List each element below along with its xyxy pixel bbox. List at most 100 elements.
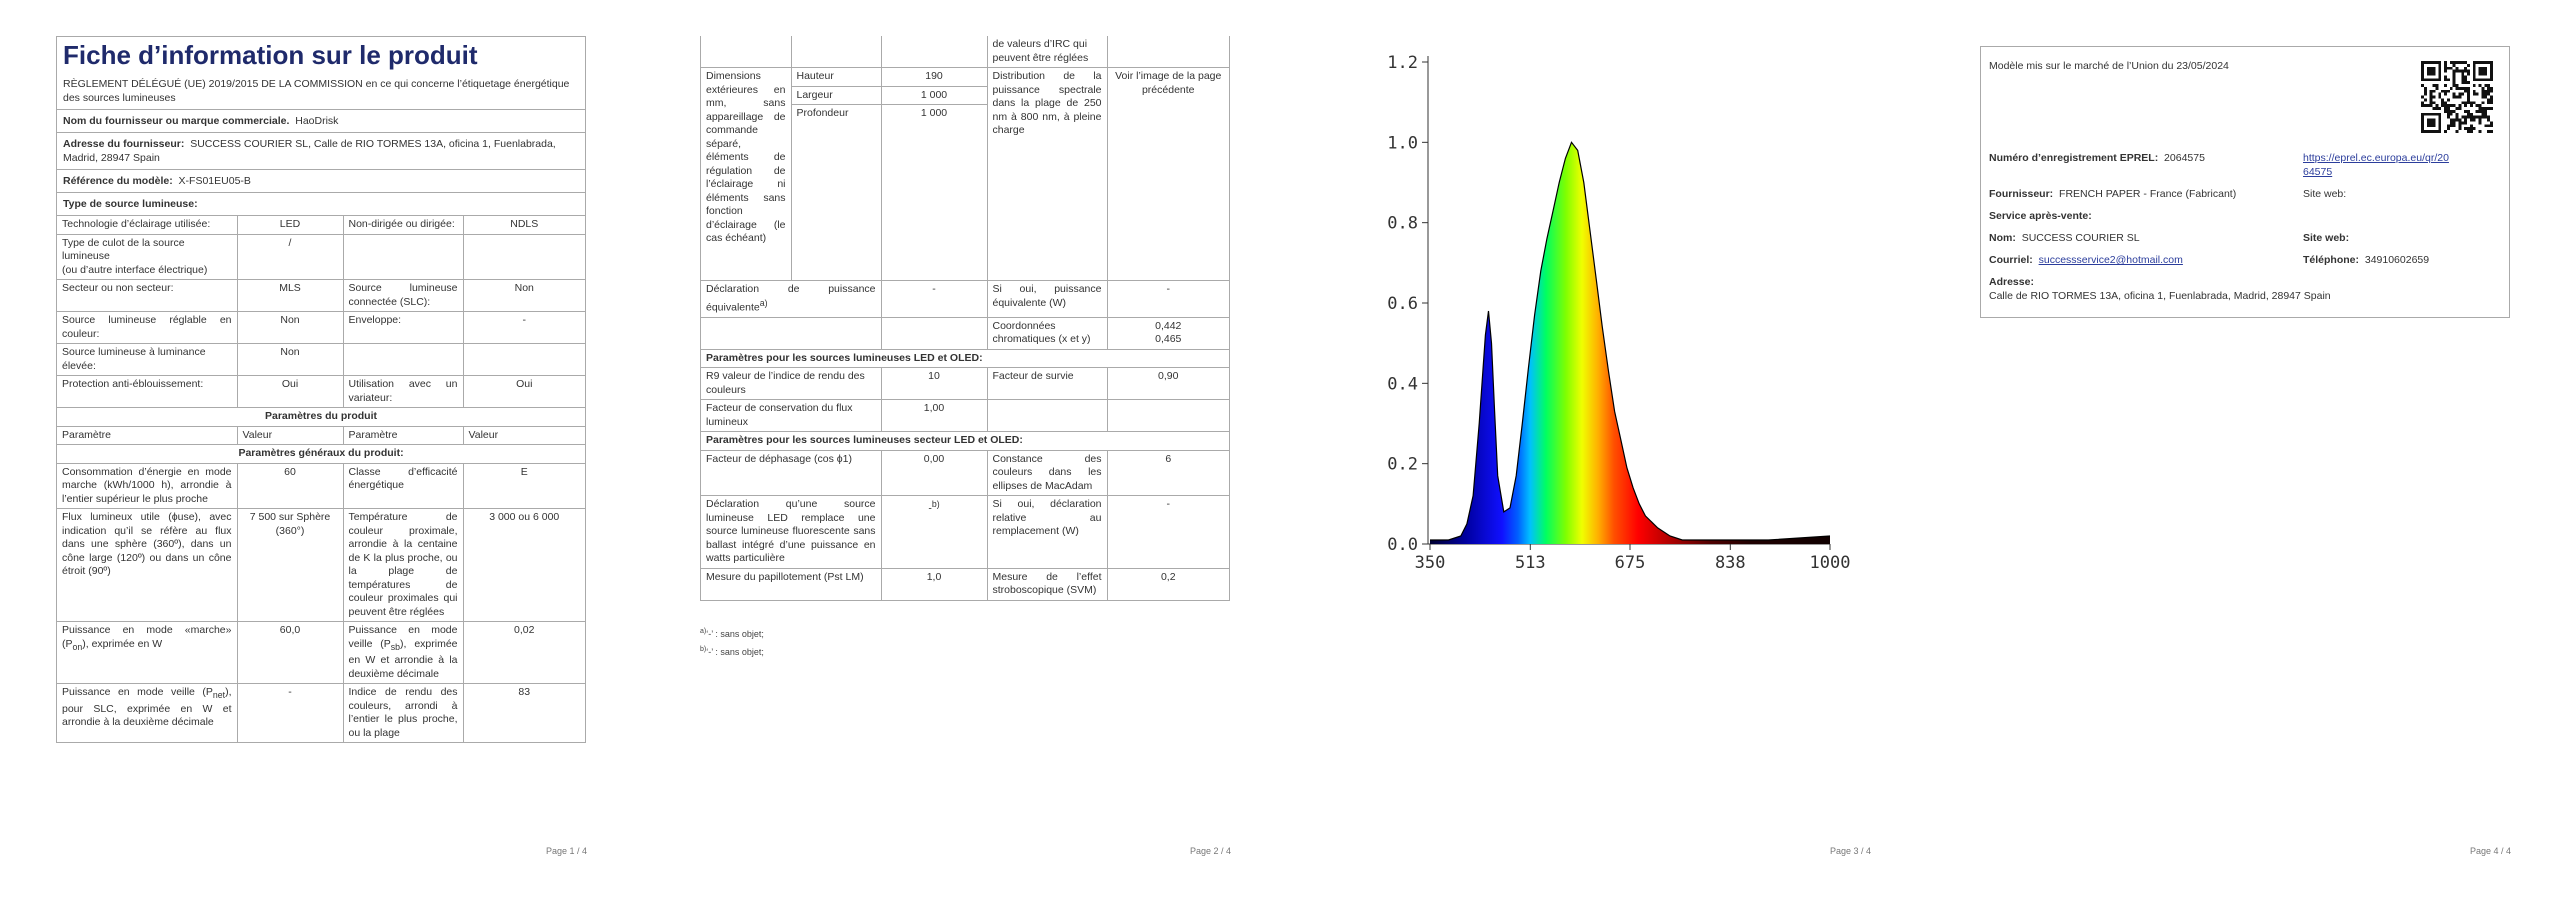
- qr-module: [2444, 69, 2447, 73]
- qr-module: [2464, 81, 2468, 85]
- spectrum-line: [1430, 141, 1831, 541]
- table-row: Puissance en mode «marche» (Pon), exprim…: [57, 620, 585, 685]
- width-value: 1 000: [880, 85, 987, 105]
- qr-module: [2475, 115, 2479, 119]
- cct-value: 3 000 ou 6 000: [462, 508, 585, 622]
- page-4: Modèle mis sur le marché de l’Union du 2…: [1980, 0, 2520, 905]
- sb-label: Puissance en mode veille (Psb), exprimée…: [342, 620, 464, 685]
- qr-module: [2464, 115, 2468, 119]
- qr-module: [2490, 107, 2493, 110]
- replace-value: -b): [880, 495, 988, 569]
- qr-module: [2432, 69, 2436, 73]
- qr-module: [2429, 118, 2433, 122]
- footnote-a-sup: a): [700, 628, 707, 635]
- qr-module: [2472, 115, 2476, 119]
- email-link[interactable]: successservice2@hotmail.com: [2038, 254, 2183, 266]
- x-tick-label: 675: [1615, 553, 1646, 573]
- eprel-link[interactable]: https://eprel.ec.europa.eu/qr/20 64575: [2303, 151, 2449, 179]
- y-tick-label: 1.2: [1387, 53, 1418, 73]
- x-tick-label: 350: [1415, 553, 1446, 573]
- qr-module: [2446, 107, 2450, 110]
- depth-label: Profondeur: [791, 104, 882, 281]
- qr-module: [2487, 98, 2491, 102]
- qr-module: [2444, 63, 2447, 67]
- parameters-table-cont: de valeurs d’IRC qui peuvent être réglée…: [700, 36, 1230, 601]
- qr-module: [2487, 92, 2491, 96]
- qr-module: [2455, 61, 2459, 64]
- table-row: Source lumineuse réglable en couleur: No…: [57, 311, 585, 344]
- qr-module: [2484, 66, 2488, 70]
- qr-module: [2472, 101, 2476, 105]
- qr-module: [2435, 84, 2439, 87]
- qr-module: [2423, 112, 2427, 116]
- address-value: Calle de RIO TORMES 13A, oficina 1, Fuen…: [1989, 290, 2331, 302]
- survival-label: Facteur de survie: [986, 367, 1108, 400]
- qr-module: [2426, 72, 2430, 76]
- qr-module: [2490, 61, 2493, 64]
- type-header-row: Type de source lumineuse:: [57, 193, 585, 215]
- qr-module: [2481, 95, 2485, 99]
- page-number: Page 1 / 4: [546, 846, 588, 856]
- qr-module: [2421, 124, 2424, 128]
- replace-w-label: Si oui, déclaration relative au remplace…: [986, 495, 1108, 569]
- qr-module: [2446, 109, 2450, 113]
- qr-module: [2455, 130, 2459, 133]
- eprel-link-2[interactable]: 64575: [2303, 166, 2333, 178]
- qr-module: [2478, 121, 2482, 125]
- qr-module: [2421, 115, 2424, 119]
- on-power-value: 60,0: [236, 620, 344, 685]
- qr-module: [2490, 72, 2493, 76]
- qr-module: [2432, 66, 2436, 70]
- qr-module: [2426, 104, 2430, 108]
- qr-module: [2475, 109, 2479, 113]
- eprel-link-1[interactable]: https://eprel.ec.europa.eu/qr/20: [2303, 152, 2449, 164]
- qr-module: [2438, 95, 2442, 99]
- qr-module: [2446, 112, 2450, 116]
- qr-module: [2438, 92, 2442, 96]
- qr-module: [2426, 121, 2430, 125]
- qr-module: [2490, 78, 2493, 82]
- qr-module: [2423, 130, 2427, 133]
- qr-module: [2444, 104, 2447, 108]
- qr-module: [2426, 124, 2430, 128]
- qr-module: [2455, 66, 2459, 70]
- page-number: Page 3 / 4: [1830, 846, 1872, 856]
- qr-module: [2478, 107, 2482, 110]
- eprel-row: Numéro d’enregistrement EPREL: 2064575: [1989, 151, 2205, 165]
- page-number: Page 2 / 4: [1190, 846, 1232, 856]
- qr-module: [2438, 72, 2442, 76]
- table-row: Source lumineuse à luminance élevée: Non: [57, 343, 585, 376]
- qr-module: [2444, 130, 2447, 133]
- on-power-sub: on: [72, 641, 83, 652]
- qr-module: [2438, 115, 2442, 119]
- qr-module: [2467, 81, 2470, 85]
- qr-module: [2444, 66, 2447, 70]
- qr-module: [2455, 107, 2459, 110]
- col-value-2: Valeur: [462, 425, 585, 445]
- qr-module: [2484, 84, 2488, 87]
- qr-module: [2444, 75, 2447, 79]
- qr-module: [2467, 92, 2470, 96]
- qr-module: [2458, 95, 2462, 99]
- footnote-a: a)‘-’ : sans objet;: [700, 628, 764, 639]
- qr-module: [2449, 104, 2453, 108]
- qr-module: [2446, 66, 2450, 70]
- qr-module: [2484, 92, 2488, 96]
- cct-label: Température de couleur proximale, arrond…: [342, 508, 464, 622]
- qr-module: [2429, 98, 2433, 102]
- qr-module: [2435, 86, 2439, 90]
- qr-module: [2469, 127, 2473, 131]
- general-header: Paramètres généraux du produit:: [57, 444, 585, 464]
- qr-module: [2481, 86, 2485, 90]
- empty-cell: [342, 343, 464, 376]
- y-tick-label: 1.0: [1387, 133, 1418, 153]
- qr-module: [2455, 86, 2459, 90]
- qr-module: [2438, 112, 2442, 116]
- qr-module: [2484, 89, 2488, 93]
- table-row: Mesure du papillotement (Pst LM) 1,0 Mes…: [701, 567, 1229, 601]
- qr-module: [2475, 61, 2479, 64]
- qr-module: [2438, 118, 2442, 122]
- qr-module: [2481, 112, 2485, 116]
- qr-module: [2472, 78, 2476, 82]
- equiv-value: -: [880, 280, 988, 318]
